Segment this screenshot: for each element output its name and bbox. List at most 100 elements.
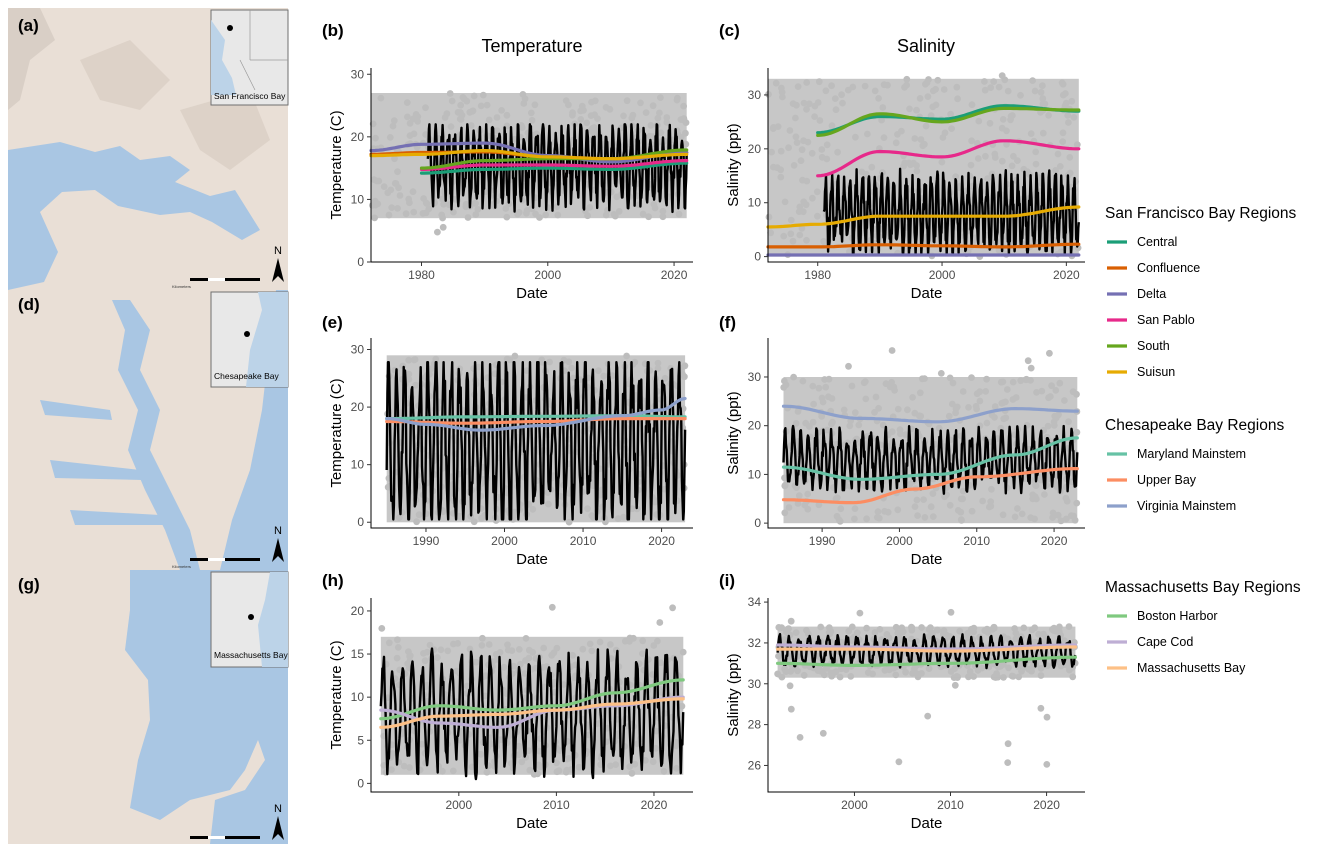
trend-line-suisun — [369, 149, 689, 161]
y-tick-label: 10 — [351, 458, 365, 472]
monthly-mean-line — [782, 424, 1079, 495]
legend-label: Delta — [1137, 287, 1166, 301]
raw-point — [656, 619, 664, 626]
y-tick-label: 20 — [351, 400, 365, 414]
raw-point — [548, 603, 556, 611]
raw-observation-points — [780, 347, 1081, 525]
axis-lines — [767, 598, 1085, 793]
y-tick-label: 20 — [351, 604, 365, 618]
legend-group: Massachusetts Bay Regions Boston Harbor Ca… — [1105, 579, 1301, 675]
inset-ocean — [246, 292, 288, 387]
scale-unit-label: Kilometers — [172, 284, 191, 289]
water-body — [50, 460, 142, 480]
x-axis-label: Date — [516, 815, 548, 832]
panel-label-d: (d) — [18, 295, 40, 314]
panel-label-c: (c) — [719, 21, 740, 40]
y-tick-label: 30 — [351, 67, 365, 81]
legend-group: Chesapeake Bay Regions Maryland Mainstem U… — [1105, 417, 1284, 513]
panel-label-b: (b) — [322, 21, 344, 40]
inset-borders — [239, 10, 288, 91]
north-arrow-icon — [272, 258, 284, 282]
legend-title: Chesapeake Bay Regions — [1105, 417, 1284, 434]
y-tick-label: 30 — [748, 677, 762, 691]
trend-line-suisun — [766, 205, 1081, 229]
x-tick-label: 2000 — [534, 268, 561, 282]
panel-label-e: (e) — [322, 313, 343, 332]
trend-line-san-pablo — [419, 159, 689, 171]
y-tick-label: 0 — [754, 516, 761, 530]
panel-label-h: (h) — [322, 571, 344, 590]
raw-point — [378, 625, 386, 632]
x-tick-label: 1980 — [408, 268, 435, 282]
legend-label: San Pablo — [1137, 313, 1195, 327]
inset-label: Massachusetts Bay — [214, 650, 288, 660]
x-axis-label: Date — [911, 285, 943, 302]
raw-point — [1024, 357, 1032, 365]
legend-label: Confluence — [1137, 261, 1200, 275]
north-arrow-label: N — [274, 803, 282, 815]
x-tick-label: 2010 — [570, 534, 597, 548]
raw-point — [924, 712, 932, 720]
trend-line-south — [816, 106, 1081, 137]
inset-label: Chesapeake Bay — [214, 371, 279, 381]
axis-lines — [370, 598, 693, 793]
x-tick-label: 2010 — [937, 798, 964, 812]
y-tick-label: 5 — [357, 733, 364, 747]
y-tick-label: 20 — [748, 419, 762, 433]
y-tick-label: 0 — [357, 776, 364, 790]
north-arrow-icon — [272, 816, 284, 840]
chart-e-chesapeake-temperature: 0 10 20 30 1990 2000 2010 2020 Date Temperature (… — [328, 338, 693, 568]
raw-point — [888, 347, 896, 354]
north-arrow-label: N — [274, 525, 282, 537]
monthly-mean-line — [379, 647, 685, 781]
scale-unit-label: Kilometers — [172, 564, 191, 569]
y-axis-label: Salinity (ppt) — [725, 123, 742, 206]
legend-label: Central — [1137, 235, 1177, 249]
x-tick-label: 1980 — [804, 268, 831, 282]
legend-label: Boston Harbor — [1137, 609, 1218, 623]
raw-point — [669, 604, 676, 612]
y-axis-label: Salinity (ppt) — [725, 391, 742, 474]
raw-point — [1046, 349, 1053, 357]
legend: San Francisco Bay Regions Central Confluen… — [1105, 205, 1301, 675]
x-tick-label: 2020 — [1033, 798, 1060, 812]
y-tick-label: 20 — [748, 142, 762, 156]
y-tick-label: 30 — [748, 88, 762, 102]
raw-point — [1043, 761, 1051, 768]
axis-lines — [767, 68, 1085, 263]
scale-bar — [208, 558, 225, 561]
terrain-shading — [80, 40, 170, 110]
raw-point — [1043, 713, 1051, 721]
panel-label-i: (i) — [719, 571, 735, 590]
y-tick-label: 0 — [357, 255, 364, 269]
legend-label: Massachusetts Bay — [1137, 661, 1246, 675]
terrain-shading — [8, 8, 55, 110]
column-title-temperature: Temperature — [481, 36, 582, 56]
north-arrow-label: N — [274, 245, 282, 257]
x-tick-label: 2010 — [543, 798, 570, 812]
raw-point — [819, 729, 827, 737]
water-body — [112, 300, 200, 570]
x-tick-label: 2020 — [1041, 534, 1068, 548]
x-tick-label: 1990 — [809, 534, 836, 548]
trend-line-maryland-mainstem — [781, 436, 1079, 481]
location-marker — [244, 331, 250, 337]
y-tick-label: 10 — [351, 192, 365, 206]
x-tick-label: 1990 — [413, 534, 440, 548]
inset-ocean — [211, 20, 236, 95]
chart-f-chesapeake-salinity: 0 10 20 30 1990 2000 2010 2020 Date Salinity (ppt… — [725, 338, 1085, 568]
terrain-shading — [180, 90, 270, 170]
raw-point — [937, 370, 945, 377]
raw-point — [856, 609, 864, 617]
water-body — [40, 400, 112, 420]
north-arrow-icon — [272, 538, 284, 562]
column-title-salinity: Salinity — [897, 36, 955, 56]
trend-line-upper-bay — [781, 467, 1079, 505]
x-tick-label: 2020 — [641, 798, 668, 812]
x-axis-label: Date — [516, 285, 548, 302]
x-axis-label: Date — [911, 551, 943, 568]
panel-label-g: (g) — [18, 575, 40, 594]
x-tick-label: 2020 — [648, 534, 675, 548]
y-tick-label: 26 — [748, 758, 762, 772]
